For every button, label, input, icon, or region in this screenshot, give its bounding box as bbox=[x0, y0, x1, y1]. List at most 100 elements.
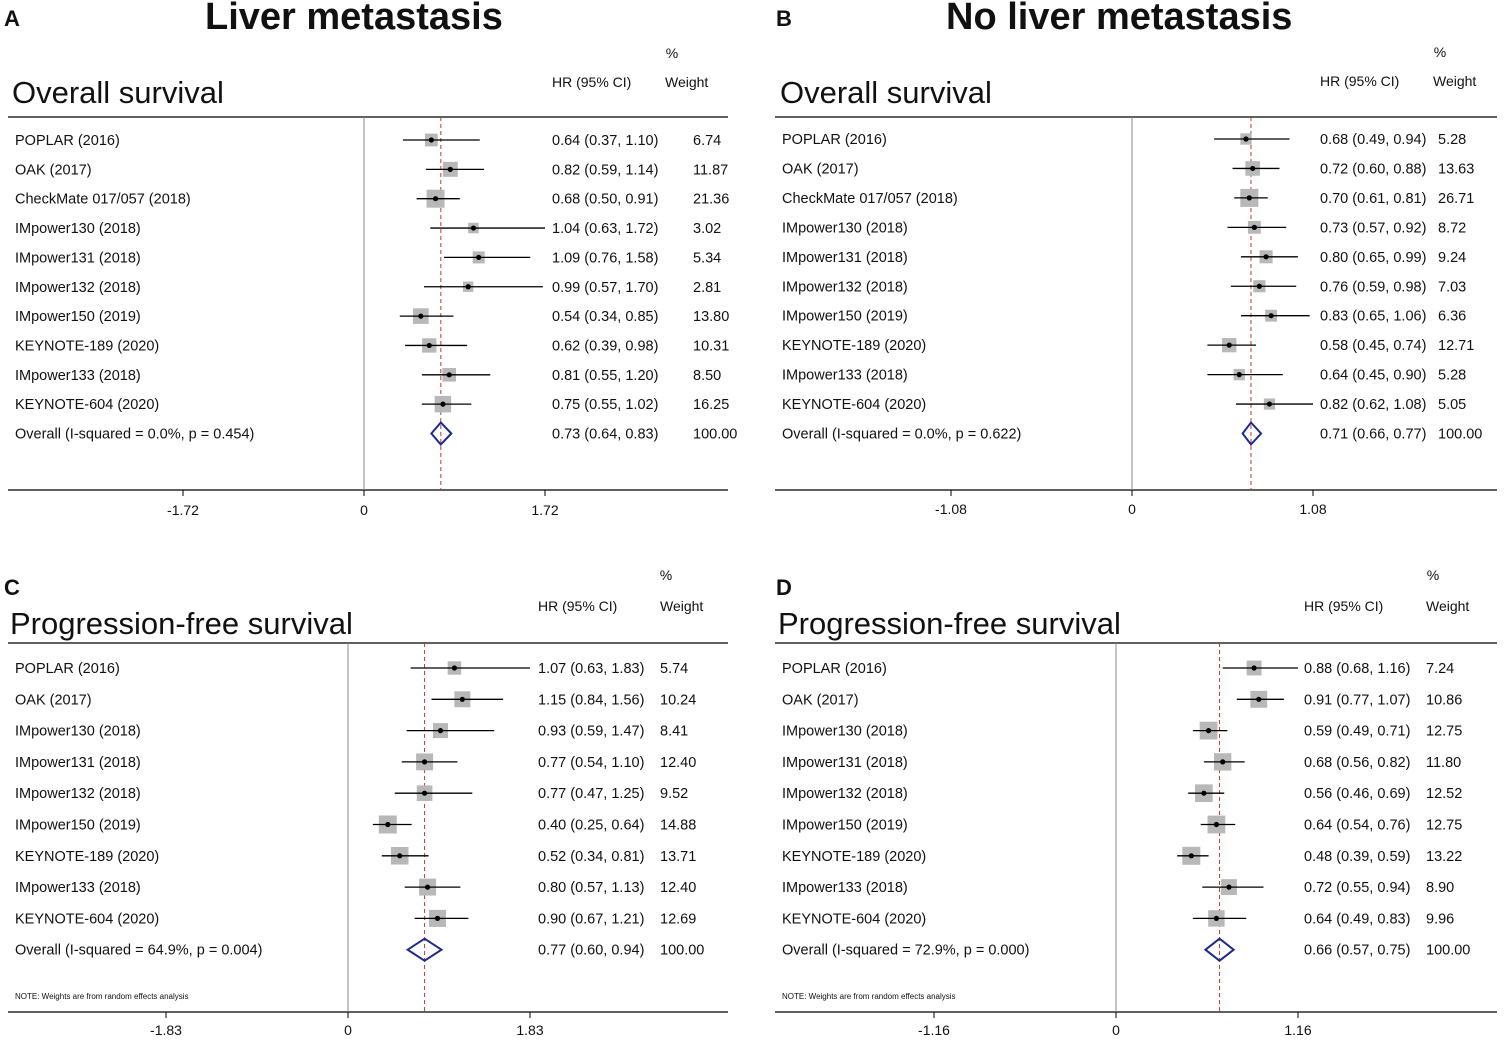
study-weight-value: 12.75 bbox=[1426, 818, 1462, 834]
study-point-estimate bbox=[1251, 665, 1257, 671]
study-weight-value: 21.36 bbox=[693, 192, 729, 208]
study-ci-value: 0.99 (0.57, 1.70) bbox=[552, 280, 658, 296]
study-point-estimate bbox=[459, 696, 465, 702]
study-label: KEYNOTE-604 (2020) bbox=[15, 397, 159, 413]
study-ci-value: 0.56 (0.46, 0.69) bbox=[1304, 786, 1410, 802]
column-header-percent: % bbox=[660, 567, 672, 583]
study-weight-value: 12.69 bbox=[660, 911, 696, 927]
study-point-estimate bbox=[440, 401, 446, 407]
study-weight-value: 8.72 bbox=[1438, 220, 1466, 236]
study-label: KEYNOTE-189 (2020) bbox=[15, 338, 159, 354]
study-ci-value: 0.58 (0.45, 0.74) bbox=[1320, 338, 1426, 354]
study-point-estimate bbox=[421, 759, 428, 765]
study-label: IMpower150 (2019) bbox=[15, 818, 141, 834]
overall-diamond bbox=[405, 937, 444, 962]
column-header-weight: Weight bbox=[665, 74, 708, 90]
x-tick-label: 0 bbox=[1128, 501, 1136, 517]
study-point-estimate bbox=[1213, 821, 1220, 828]
study-point-estimate bbox=[1268, 313, 1274, 319]
study-ci-value: 0.64 (0.37, 1.10) bbox=[552, 133, 658, 149]
study-label: KEYNOTE-189 (2020) bbox=[782, 849, 926, 865]
study-weight-value: 6.36 bbox=[1438, 309, 1466, 325]
study-weight-value: 9.52 bbox=[660, 786, 688, 802]
overall-label: Overall (I-squared = 0.0%, p = 0.622) bbox=[782, 427, 1021, 443]
study-label: IMpower130 (2018) bbox=[782, 724, 908, 740]
study-label: POPLAR (2016) bbox=[782, 661, 887, 677]
study-label: IMpower150 (2019) bbox=[15, 309, 141, 325]
x-tick-label: 0 bbox=[344, 1022, 352, 1038]
study-weight-value: 12.71 bbox=[1438, 338, 1474, 354]
random-effects-note: NOTE: Weights are from random effects an… bbox=[782, 992, 956, 1001]
study-point-estimate bbox=[428, 137, 434, 143]
study-point-estimate bbox=[1213, 915, 1220, 922]
study-weight-value: 13.22 bbox=[1426, 849, 1462, 865]
study-ci-value: 0.70 (0.61, 0.81) bbox=[1320, 191, 1426, 207]
overall-weight-value: 100.00 bbox=[693, 427, 737, 443]
study-point-estimate bbox=[1226, 342, 1232, 348]
study-label: IMpower131 (2018) bbox=[782, 250, 908, 266]
panel-letter-a: A bbox=[4, 6, 20, 31]
study-point-estimate bbox=[1236, 372, 1242, 378]
overall-ci-value: 0.66 (0.57, 0.75) bbox=[1304, 943, 1410, 959]
study-point-estimate bbox=[1256, 696, 1262, 702]
study-weight-value: 10.24 bbox=[660, 692, 696, 708]
x-tick-label: 1.72 bbox=[531, 502, 558, 518]
study-label: IMpower132 (2018) bbox=[15, 280, 141, 296]
column-header-weight: Weight bbox=[1433, 73, 1476, 89]
study-ci-value: 0.77 (0.54, 1.10) bbox=[538, 755, 644, 771]
study-label: KEYNOTE-604 (2020) bbox=[782, 397, 926, 413]
study-point-estimate bbox=[1250, 165, 1256, 172]
figure-title-no-liver: No liver metastasis bbox=[946, 0, 1293, 38]
study-weight-value: 12.40 bbox=[660, 755, 696, 771]
column-header-hr: HR (95% CI) bbox=[538, 598, 617, 614]
x-tick-label: 1.16 bbox=[1284, 1022, 1311, 1038]
study-label: IMpower130 (2018) bbox=[15, 221, 141, 237]
column-header-percent: % bbox=[1434, 44, 1446, 60]
study-point-estimate bbox=[426, 342, 432, 349]
study-ci-value: 1.09 (0.76, 1.58) bbox=[552, 250, 658, 266]
study-ci-value: 0.64 (0.54, 0.76) bbox=[1304, 818, 1410, 834]
study-label: CheckMate 017/057 (2018) bbox=[782, 191, 958, 207]
study-label: IMpower133 (2018) bbox=[15, 880, 141, 896]
study-weight-value: 5.34 bbox=[693, 250, 721, 266]
study-point-estimate bbox=[1263, 254, 1269, 260]
overall-diamond bbox=[430, 421, 453, 446]
overall-ci-value: 0.73 (0.64, 0.83) bbox=[552, 427, 658, 443]
study-ci-value: 0.64 (0.45, 0.90) bbox=[1320, 368, 1426, 384]
study-label: IMpower132 (2018) bbox=[782, 786, 908, 802]
overall-weight-value: 100.00 bbox=[1426, 943, 1470, 959]
overall-diamond bbox=[1241, 420, 1263, 447]
x-tick-label: -1.08 bbox=[935, 501, 967, 517]
study-point-estimate bbox=[421, 790, 428, 796]
study-label: OAK (2017) bbox=[782, 692, 859, 708]
study-point-estimate bbox=[1220, 759, 1226, 765]
study-weight-value: 5.28 bbox=[1438, 368, 1466, 384]
study-weight-value: 11.87 bbox=[693, 162, 728, 178]
study-ci-value: 0.81 (0.55, 1.20) bbox=[552, 368, 658, 384]
column-header-percent: % bbox=[1427, 567, 1439, 583]
study-point-estimate bbox=[1201, 790, 1207, 796]
study-ci-value: 0.59 (0.49, 0.71) bbox=[1304, 724, 1410, 740]
study-ci-value: 0.75 (0.55, 1.02) bbox=[552, 397, 658, 413]
study-point-estimate bbox=[432, 196, 439, 202]
study-ci-value: 0.62 (0.39, 0.98) bbox=[552, 338, 658, 354]
study-label: IMpower150 (2019) bbox=[782, 309, 908, 325]
study-weight-value: 2.81 bbox=[693, 280, 721, 296]
study-label: IMpower131 (2018) bbox=[15, 755, 141, 771]
study-label: IMpower132 (2018) bbox=[15, 786, 141, 802]
study-ci-value: 0.80 (0.57, 1.13) bbox=[538, 880, 644, 896]
study-ci-value: 1.07 (0.63, 1.83) bbox=[538, 661, 644, 677]
study-ci-value: 0.68 (0.49, 0.94) bbox=[1320, 132, 1426, 148]
random-effects-note: NOTE: Weights are from random effects an… bbox=[15, 992, 189, 1001]
study-ci-value: 1.15 (0.84, 1.56) bbox=[538, 692, 644, 708]
overall-weight-value: 100.00 bbox=[660, 943, 704, 959]
study-weight-value: 13.63 bbox=[1438, 161, 1474, 177]
study-point-estimate bbox=[447, 166, 453, 172]
study-weight-value: 12.75 bbox=[1426, 724, 1462, 740]
study-label: IMpower150 (2019) bbox=[782, 818, 908, 834]
panel-letter-b: B bbox=[776, 6, 792, 31]
study-point-estimate bbox=[1226, 884, 1232, 890]
study-point-estimate bbox=[1243, 136, 1249, 142]
x-tick-label: 0 bbox=[360, 502, 368, 518]
study-ci-value: 0.82 (0.62, 1.08) bbox=[1320, 397, 1426, 413]
